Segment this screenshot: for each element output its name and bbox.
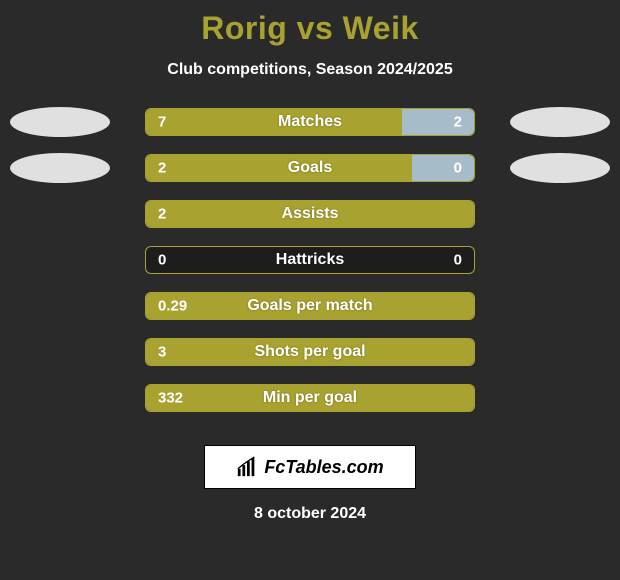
stat-bar: Assists 2 bbox=[145, 200, 475, 228]
stat-bar: Shots per goal 3 bbox=[145, 338, 475, 366]
brand-text: FcTables.com bbox=[264, 457, 383, 478]
chart-icon bbox=[236, 456, 258, 478]
bar-segment-left bbox=[146, 109, 402, 135]
stat-bar: Goals 2 0 bbox=[145, 154, 475, 182]
bar-segment-left bbox=[146, 155, 412, 181]
stat-bar: Hattricks 0 0 bbox=[145, 246, 475, 274]
stat-label: Goals per match bbox=[247, 297, 372, 315]
stat-label: Shots per goal bbox=[254, 343, 365, 361]
stat-value-right: 0 bbox=[454, 252, 462, 269]
stat-label: Assists bbox=[282, 205, 339, 223]
stat-value-left: 0 bbox=[158, 252, 166, 269]
brand-logo: FcTables.com bbox=[204, 445, 416, 489]
stat-rows: Matches72Goals20Assists2Hattricks00Goals… bbox=[0, 99, 620, 421]
bar-segment-right bbox=[402, 109, 474, 135]
stat-label: Min per goal bbox=[263, 389, 357, 407]
stat-label: Hattricks bbox=[276, 251, 344, 269]
stat-row: Matches 7 2 bbox=[0, 99, 620, 145]
stat-row: Goals per match 0.29 bbox=[0, 283, 620, 329]
stat-value-left: 2 bbox=[158, 160, 166, 177]
subtitle: Club competitions, Season 2024/2025 bbox=[167, 61, 452, 79]
page-title: Rorig vs Weik bbox=[201, 10, 419, 47]
stat-row: Shots per goal 3 bbox=[0, 329, 620, 375]
stat-bar: Min per goal 332 bbox=[145, 384, 475, 412]
stat-row: Hattricks 0 0 bbox=[0, 237, 620, 283]
comparison-infographic: Rorig vs Weik Club competitions, Season … bbox=[0, 0, 620, 580]
player-flag-left bbox=[10, 107, 110, 137]
stat-row: Min per goal 332 bbox=[0, 375, 620, 421]
date-label: 8 october 2024 bbox=[254, 505, 366, 523]
stat-label: Matches bbox=[278, 113, 342, 131]
player-flag-left bbox=[10, 153, 110, 183]
player-flag-right bbox=[510, 107, 610, 137]
stat-bar: Matches 7 2 bbox=[145, 108, 475, 136]
stat-value-left: 2 bbox=[158, 206, 166, 223]
stat-bar: Goals per match 0.29 bbox=[145, 292, 475, 320]
stat-value-right: 2 bbox=[454, 114, 462, 131]
bar-segment-right bbox=[412, 155, 474, 181]
stat-value-left: 0.29 bbox=[158, 298, 187, 315]
stat-row: Goals 2 0 bbox=[0, 145, 620, 191]
stat-value-left: 3 bbox=[158, 344, 166, 361]
stat-label: Goals bbox=[288, 159, 332, 177]
stat-value-right: 0 bbox=[454, 160, 462, 177]
stat-value-left: 332 bbox=[158, 390, 183, 407]
stat-row: Assists 2 bbox=[0, 191, 620, 237]
player-flag-right bbox=[510, 153, 610, 183]
stat-value-left: 7 bbox=[158, 114, 166, 131]
